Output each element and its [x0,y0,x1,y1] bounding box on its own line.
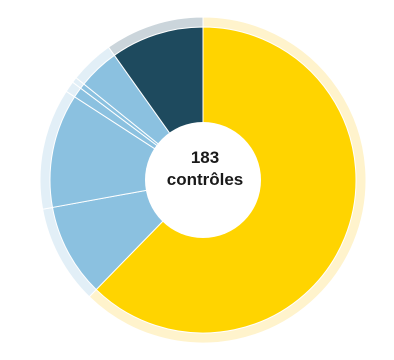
center-hole [145,122,261,238]
